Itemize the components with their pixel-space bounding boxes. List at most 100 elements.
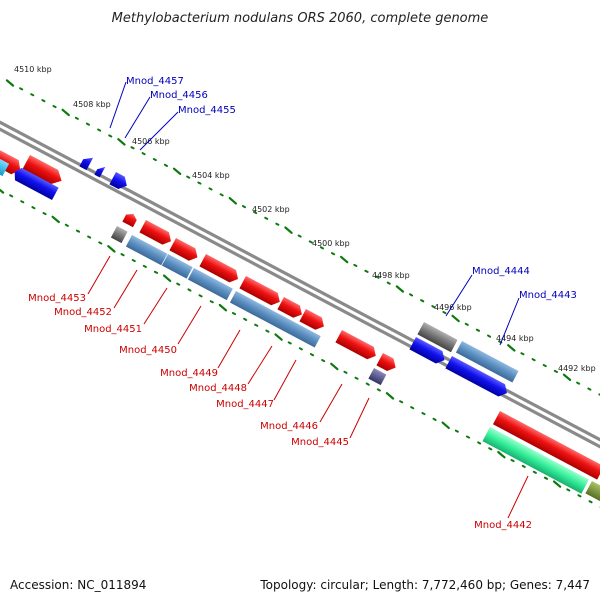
tick-label: 4498 kbp (372, 271, 410, 280)
ruler-minor-tick (553, 369, 558, 373)
ruler-minor-tick (74, 116, 79, 120)
gene-arrow (109, 172, 127, 190)
ruler-minor-tick (454, 429, 459, 433)
ruler-minor-tick (75, 229, 81, 233)
ruler-minor-tick (409, 293, 414, 297)
gene-arrow (445, 356, 507, 397)
ruler-minor-tick (353, 263, 358, 267)
gene-labels-forward-strand-top: Mnod_4457 Mnod_4456 Mnod_4455 Mnod_4444 … (126, 76, 577, 301)
accession-text: Accession: NC_011894 (10, 578, 147, 592)
tick-label: 4500 kbp (312, 239, 350, 248)
ruler-minor-tick (131, 259, 136, 263)
ruler-minor-tick (187, 288, 192, 292)
gene-label: Mnod_4452 (54, 307, 112, 318)
leader-lines (87, 81, 529, 519)
ruler-minor-tick (287, 341, 292, 345)
ruler-minor-tick (42, 212, 47, 216)
ruler-minor-tick (475, 328, 480, 332)
ruler-minor-tick (477, 441, 482, 445)
ruler-minor-tick (577, 494, 582, 498)
ruler-minor-tick (231, 312, 237, 316)
ruler-minor-tick (542, 364, 547, 368)
gene-label: Mnod_4445 (291, 437, 349, 448)
gene-arrow (94, 166, 106, 178)
ruler-major-tick (340, 255, 349, 264)
tick-label: 4492 kbp (558, 364, 596, 373)
ruler-minor-tick (421, 412, 426, 416)
gene-arrow (14, 167, 59, 200)
ruler-minor-tick (254, 323, 259, 327)
ruler-minor-tick (176, 282, 181, 286)
ruler-minor-tick (208, 187, 213, 191)
ruler-minor-tick (141, 152, 146, 156)
ruler-minor-tick (130, 146, 135, 150)
ruler-major-tick (330, 362, 339, 371)
ruler-minor-tick (85, 122, 90, 126)
ruler-minor-tick (19, 87, 24, 91)
ruler-minor-tick (365, 382, 370, 386)
ruler-minor-tick (265, 329, 270, 333)
ruler-major-tick (0, 188, 5, 194)
ruler-minor-tick (319, 246, 324, 250)
gene-arrow (299, 309, 324, 330)
ruler-minor-tick (431, 305, 436, 309)
gene-arrow (187, 268, 233, 301)
gene-arrow (199, 254, 239, 283)
ruler-minor-tick (87, 235, 92, 239)
gene-arrow (122, 213, 137, 228)
ruler-major-tick (274, 333, 283, 341)
gene-label: Mnod_4443 (519, 290, 577, 301)
gene-label: Mnod_4448 (189, 383, 247, 394)
gene-features (0, 147, 600, 503)
ruler-minor-tick (532, 470, 537, 474)
ruler-minor-tick (243, 317, 248, 321)
ruler-minor-tick (364, 269, 369, 273)
ruler-major-tick (61, 108, 70, 117)
ruler-minor-tick (566, 488, 571, 492)
gene-label: Mnod_4457 (126, 76, 184, 87)
gene-label: Mnod_4447 (216, 399, 274, 410)
ruler-major-tick (117, 138, 126, 146)
ruler-minor-tick (64, 223, 69, 227)
gene-arrow (22, 155, 62, 185)
gene-arrow (139, 220, 171, 245)
ruler-minor-tick (31, 206, 36, 210)
ruler-minor-tick (487, 334, 492, 338)
ruler-major-tick (395, 285, 405, 293)
gene-arrow (277, 297, 302, 318)
gene-arrow (455, 341, 519, 383)
ruler-minor-tick (343, 370, 348, 374)
ruler-major-tick (562, 373, 572, 381)
gene-label: Mnod_4446 (260, 421, 318, 432)
ruler-minor-tick (20, 200, 25, 204)
ruler-minor-tick (41, 99, 46, 103)
ruler-minor-tick (98, 241, 103, 245)
ruler-minor-tick (264, 216, 269, 220)
map-title: Methylobacterium nodulans ORS 2060, comp… (112, 11, 489, 26)
ruler-minor-tick (209, 300, 214, 304)
ruler-minor-tick (253, 210, 258, 215)
gene-arrow (0, 147, 21, 175)
ruler-minor-tick (198, 294, 203, 298)
ruler-major-tick (228, 197, 237, 205)
gene-label: Mnod_4444 (472, 266, 530, 277)
ruler-minor-tick (297, 234, 302, 238)
ruler-minor-tick (375, 275, 380, 279)
ruler-major-tick (218, 303, 228, 312)
ruler-minor-tick (588, 500, 593, 504)
tick-label: 4496 kbp (434, 303, 472, 312)
gene-label: Mnod_4456 (150, 90, 208, 101)
ruler-minor-tick (309, 353, 315, 357)
gene-arrow (239, 276, 280, 306)
ruler-major-tick (497, 451, 506, 459)
coordinate-ruler (5, 79, 600, 396)
tick-label: 4508 kbp (73, 100, 111, 109)
gene-arrow (79, 157, 94, 171)
gene-labels-bottom: Mnod_4453 Mnod_4452 Mnod_4451 Mnod_4450 … (28, 293, 532, 531)
gene-box (368, 368, 387, 386)
ruler-minor-tick (376, 388, 381, 392)
ruler-major-tick (51, 215, 60, 224)
tick-label: 4502 kbp (252, 205, 290, 214)
ruler-minor-tick (275, 222, 280, 226)
